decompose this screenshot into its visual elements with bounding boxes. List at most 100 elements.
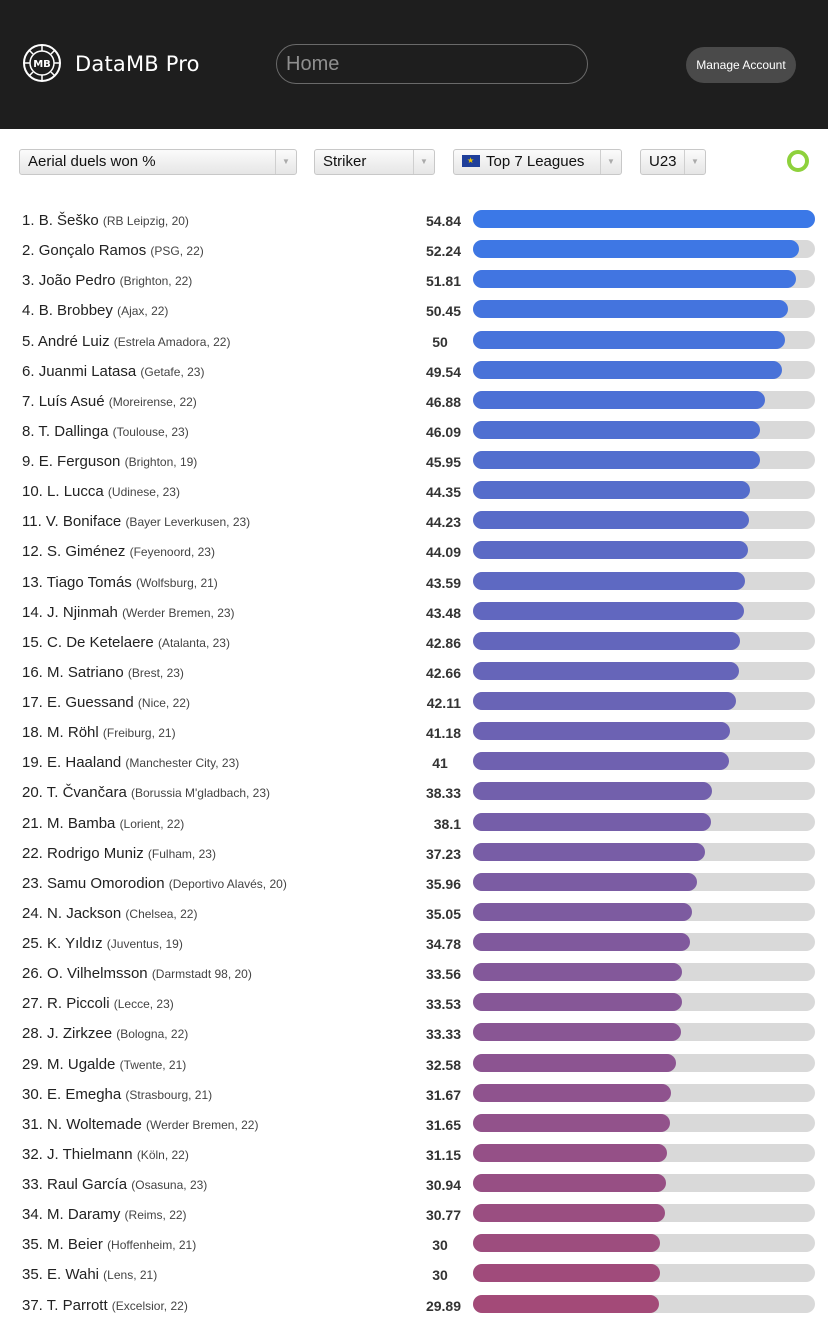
list-item[interactable]: 2. Gonçalo Ramos (PSG, 22) 52.24 xyxy=(0,235,828,265)
list-item[interactable]: 15. C. De Ketelaere (Atalanta, 23) 42.86 xyxy=(0,627,828,657)
value-label: 46.09 xyxy=(425,423,461,440)
bar-track xyxy=(473,1264,815,1283)
bar xyxy=(473,631,741,650)
player-label: 12. S. Giménez (Feyenoord, 23) xyxy=(22,543,215,560)
player-label: 1. B. Šeško (RB Leipzig, 20) xyxy=(22,212,189,229)
search-input[interactable] xyxy=(276,44,588,84)
list-item[interactable]: 18. M. Röhl (Freiburg, 21) 41.18 xyxy=(0,717,828,747)
list-item[interactable]: 13. Tiago Tomás (Wolfsburg, 21) 43.59 xyxy=(0,567,828,597)
list-item[interactable]: 26. O. Vilhelmsson (Darmstadt 98, 20) 33.… xyxy=(0,958,828,988)
player-name: M. Ugalde xyxy=(47,1055,116,1073)
list-item[interactable]: 7. Luís Asué (Moreirense, 22) 46.88 xyxy=(0,386,828,416)
list-item[interactable]: 32. J. Thielmann (Köln, 22) 31.15 xyxy=(0,1139,828,1169)
list-item[interactable]: 1. B. Šeško (RB Leipzig, 20) 54.84 xyxy=(0,205,828,235)
list-item[interactable]: 28. J. Zirkzee (Bologna, 22) 33.33 xyxy=(0,1018,828,1048)
bar-track xyxy=(473,842,815,861)
player-club-age: (Juventus, 19) xyxy=(106,937,183,951)
player-rank: 37. xyxy=(22,1296,43,1314)
player-label: 20. T. Čvančara (Borussia M'gladbach, 23… xyxy=(22,784,270,801)
list-item[interactable]: 37. T. Parrott (Excelsior, 22) 29.89 xyxy=(0,1290,828,1320)
list-item[interactable]: 31. N. Woltemade (Werder Bremen, 22) 31.6… xyxy=(0,1109,828,1139)
list-item[interactable]: 22. Rodrigo Muniz (Fulham, 23) 37.23 xyxy=(0,838,828,868)
player-rank: 33. xyxy=(22,1176,43,1193)
list-item[interactable]: 3. João Pedro (Brighton, 22) 51.81 xyxy=(0,265,828,295)
list-item[interactable]: 5. André Luiz (Estrela Amadora, 22) 50 xyxy=(0,326,828,356)
list-item[interactable]: 10. L. Lucca (Udinese, 23) 44.35 xyxy=(0,476,828,506)
list-item[interactable]: 9. E. Ferguson (Brighton, 19) 45.95 xyxy=(0,446,828,476)
bar xyxy=(473,541,748,560)
value-label: 30.77 xyxy=(425,1207,461,1224)
bar-track xyxy=(473,1294,815,1313)
value-label: 43.59 xyxy=(425,574,461,591)
bar-track xyxy=(473,933,815,951)
player-label: 26. O. Vilhelmsson (Darmstadt 98, 20) xyxy=(22,965,252,982)
list-item[interactable]: 35. E. Wahi (Lens, 21) 30 xyxy=(0,1259,828,1289)
league-select[interactable]: Top 7 Leagues ▼ xyxy=(453,149,622,175)
player-club-age: (Lorient, 22) xyxy=(119,816,185,831)
player-name: V. Boniface xyxy=(45,513,122,531)
list-item[interactable]: 27. R. Piccoli (Lecce, 23) 33.53 xyxy=(0,988,828,1018)
list-item[interactable]: 24. N. Jackson (Chelsea, 22) 35.05 xyxy=(0,898,828,928)
metric-select[interactable]: Aerial duels won % ▼ xyxy=(19,149,297,175)
bar xyxy=(473,902,692,921)
bar-track xyxy=(473,481,815,500)
player-label: 10. L. Lucca (Udinese, 23) xyxy=(22,483,180,500)
list-item[interactable]: 6. Juanmi Latasa (Getafe, 23) 49.54 xyxy=(0,356,828,386)
player-label: 21. M. Bamba (Lorient, 22) xyxy=(22,815,184,832)
list-item[interactable]: 23. Samu Omorodion (Deportivo Alavés, 20… xyxy=(0,868,828,898)
list-item[interactable]: 35. M. Beier (Hoffenheim, 21) 30 xyxy=(0,1229,828,1259)
value-label: 44.23 xyxy=(425,514,461,531)
player-rank: 25. xyxy=(22,935,43,952)
list-item[interactable]: 33. Raul García (Osasuna, 23) 30.94 xyxy=(0,1169,828,1199)
bar-track xyxy=(473,782,815,801)
player-name: J. Zirkzee xyxy=(47,1025,113,1043)
list-item[interactable]: 8. T. Dallinga (Toulouse, 23) 46.09 xyxy=(0,416,828,446)
list-item[interactable]: 16. M. Satriano (Brest, 23) 42.66 xyxy=(0,657,828,687)
list-item[interactable]: 25. K. Yıldız (Juventus, 19) 34.78 xyxy=(0,928,828,958)
player-rank: 5. xyxy=(22,332,35,350)
player-club-age: (Getafe, 23) xyxy=(140,364,205,379)
player-label: 4. B. Brobbey (Ajax, 22) xyxy=(22,302,168,319)
player-rank: 24. xyxy=(22,904,43,922)
list-item[interactable]: 17. E. Guessand (Nice, 22) 42.11 xyxy=(0,687,828,717)
bar xyxy=(473,270,797,289)
list-item[interactable]: 20. T. Čvančara (Borussia M'gladbach, 23… xyxy=(0,777,828,807)
player-label: 31. N. Woltemade (Werder Bremen, 22) xyxy=(22,1116,258,1133)
list-item[interactable]: 34. M. Daramy (Reims, 22) 30.77 xyxy=(0,1199,828,1229)
value-label: 42.86 xyxy=(425,634,461,651)
list-item[interactable]: 4. B. Brobbey (Ajax, 22) 50.45 xyxy=(0,295,828,325)
player-label: 11. V. Boniface (Bayer Leverkusen, 23) xyxy=(22,513,250,530)
player-name: B. Šeško xyxy=(38,212,99,229)
brand-title[interactable]: DataMB Pro xyxy=(75,52,200,76)
list-item[interactable]: 11. V. Boniface (Bayer Leverkusen, 23) 44… xyxy=(0,506,828,536)
player-label: 13. Tiago Tomás (Wolfsburg, 21) xyxy=(22,574,218,591)
bar-track xyxy=(473,902,815,921)
player-rank: 9. xyxy=(22,453,35,470)
chevron-down-icon: ▼ xyxy=(413,150,434,174)
player-club-age: (Werder Bremen, 22) xyxy=(145,1117,259,1132)
value-label: 32.58 xyxy=(425,1056,461,1073)
list-item[interactable]: 30. E. Emegha (Strasbourg, 21) 31.67 xyxy=(0,1079,828,1109)
player-club-age: (Deportivo Alavés, 20) xyxy=(168,876,287,891)
value-label: 50 xyxy=(432,333,448,350)
list-item[interactable]: 14. J. Njinmah (Werder Bremen, 23) 43.48 xyxy=(0,597,828,627)
position-select-value: Striker xyxy=(323,153,367,170)
age-select[interactable]: U23 ▼ xyxy=(640,149,706,175)
player-label: 28. J. Zirkzee (Bologna, 22) xyxy=(22,1025,188,1042)
bar xyxy=(473,1174,666,1192)
player-rank: 12. xyxy=(22,543,43,561)
player-club-age: (Osasuna, 23) xyxy=(131,1178,208,1192)
list-item[interactable]: 12. S. Giménez (Feyenoord, 23) 44.09 xyxy=(0,536,828,566)
datamb-logo-icon[interactable]: MB xyxy=(22,43,62,83)
value-label: 30.94 xyxy=(425,1177,461,1193)
list-item[interactable]: 29. M. Ugalde (Twente, 21) 32.58 xyxy=(0,1049,828,1079)
list-item[interactable]: 19. E. Haaland (Manchester City, 23) 41 xyxy=(0,747,828,777)
player-name: B. Brobbey xyxy=(38,302,113,320)
player-club-age: (Hoffenheim, 21) xyxy=(107,1238,197,1253)
list-item[interactable]: 21. M. Bamba (Lorient, 22) 38.1 xyxy=(0,808,828,838)
bar-track xyxy=(473,511,815,530)
player-name: M. Daramy xyxy=(47,1206,121,1224)
position-select[interactable]: Striker ▼ xyxy=(314,149,435,175)
manage-account-button[interactable]: Manage Account xyxy=(686,47,796,83)
bar xyxy=(473,1083,671,1102)
